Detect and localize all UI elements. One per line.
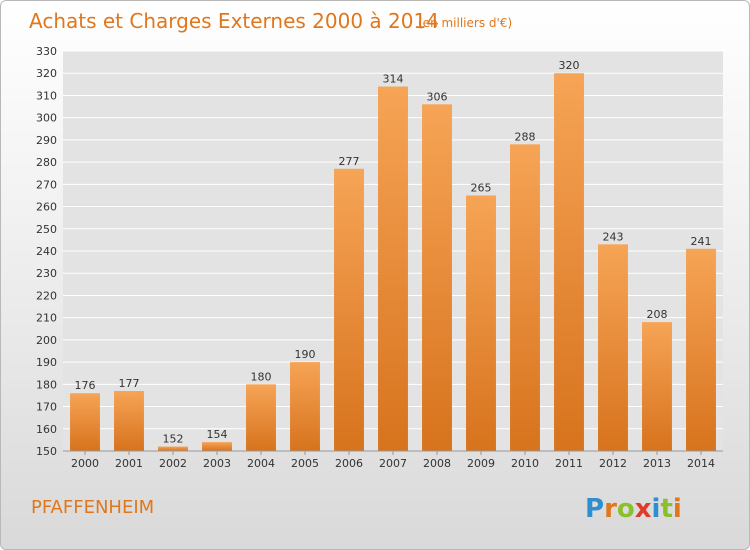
bar-2003 xyxy=(202,442,232,451)
x-tick-label-2000: 2000 xyxy=(71,457,99,470)
data-labels: 176 177 152 154 180 190 277 314 306 265 288 320 243 2… xyxy=(75,59,712,445)
bar-2007 xyxy=(378,86,408,452)
data-label-2007: 314 xyxy=(383,73,404,86)
y-tick-label: 180 xyxy=(36,378,57,391)
x-axis: 2000 2001 2002 2003 2004 2005 2006 2007 2008 2009… xyxy=(71,451,715,470)
x-tick-label-2008: 2008 xyxy=(423,457,451,470)
y-axis: 150 160 170 180 190 200 210 220 230 240 250 260 270 2… xyxy=(36,45,57,458)
bar-2000 xyxy=(70,393,100,451)
bar-2014 xyxy=(686,248,716,451)
y-tick-label: 330 xyxy=(36,45,57,58)
data-label-2006: 277 xyxy=(339,155,360,168)
bar-2009 xyxy=(466,195,496,451)
bar-2010 xyxy=(510,144,540,452)
data-label-2008: 306 xyxy=(427,90,448,103)
x-tick-label-2010: 2010 xyxy=(511,457,539,470)
y-tick-label: 160 xyxy=(36,423,57,436)
y-tick-label: 290 xyxy=(36,134,57,147)
data-label-2005: 190 xyxy=(295,348,316,361)
x-tick-label-2003: 2003 xyxy=(203,457,231,470)
y-tick-label: 240 xyxy=(36,245,57,258)
data-label-2000: 176 xyxy=(75,379,96,392)
x-tick-label-2002: 2002 xyxy=(159,457,187,470)
chart-title: Achats et Charges Externes 2000 à 2014 xyxy=(29,9,439,33)
y-tick-label: 150 xyxy=(36,445,57,458)
data-label-2002: 152 xyxy=(163,433,184,446)
logo-text: Proxiti xyxy=(585,494,682,524)
bar-2001 xyxy=(114,391,144,451)
y-tick-label: 310 xyxy=(36,89,57,102)
bar-2006 xyxy=(334,168,364,451)
x-tick-label-2007: 2007 xyxy=(379,457,407,470)
y-tick-label: 220 xyxy=(36,289,57,302)
x-tick-label-2012: 2012 xyxy=(599,457,627,470)
data-label-2014: 241 xyxy=(691,235,712,248)
bar-2002 xyxy=(158,446,188,451)
x-tick-label-2001: 2001 xyxy=(115,457,143,470)
bar-2011 xyxy=(554,73,584,451)
data-label-2004: 180 xyxy=(251,370,272,383)
y-tick-label: 170 xyxy=(36,401,57,414)
data-label-2010: 288 xyxy=(515,130,536,143)
bar-2005 xyxy=(290,362,320,451)
y-tick-label: 250 xyxy=(36,223,57,236)
y-tick-label: 210 xyxy=(36,312,57,325)
city-name: PFAFFENHEIM xyxy=(31,497,154,518)
y-tick-label: 300 xyxy=(36,112,57,125)
y-tick-label: 280 xyxy=(36,156,57,169)
data-label-2012: 243 xyxy=(603,230,624,243)
x-tick-label-2011: 2011 xyxy=(555,457,583,470)
y-tick-label: 190 xyxy=(36,356,57,369)
x-tick-label-2013: 2013 xyxy=(643,457,671,470)
y-tick-label: 320 xyxy=(36,67,57,80)
chart-unit: (en milliers d'€) xyxy=(418,16,512,30)
data-label-2009: 265 xyxy=(471,181,492,194)
x-tick-label-2005: 2005 xyxy=(291,457,319,470)
data-label-2001: 177 xyxy=(119,377,140,390)
y-tick-label: 260 xyxy=(36,201,57,214)
x-tick-label-2004: 2004 xyxy=(247,457,275,470)
proxiti-logo: Proxiti xyxy=(585,494,682,524)
data-label-2003: 154 xyxy=(207,428,228,441)
bar-2008 xyxy=(422,104,452,451)
y-tick-label: 270 xyxy=(36,178,57,191)
data-label-2013: 208 xyxy=(647,308,668,321)
y-tick-label: 230 xyxy=(36,267,57,280)
bar-2013 xyxy=(642,322,672,451)
bar-2012 xyxy=(598,244,628,451)
x-tick-label-2006: 2006 xyxy=(335,457,363,470)
bar-2004 xyxy=(246,384,276,451)
bars xyxy=(70,73,716,452)
y-tick-label: 200 xyxy=(36,334,57,347)
data-label-2011: 320 xyxy=(559,59,580,72)
x-tick-label-2009: 2009 xyxy=(467,457,495,470)
x-tick-label-2014: 2014 xyxy=(687,457,715,470)
